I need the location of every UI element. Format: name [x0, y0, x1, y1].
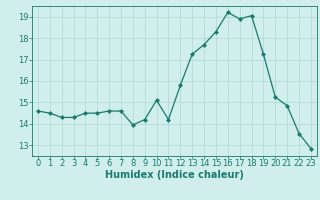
X-axis label: Humidex (Indice chaleur): Humidex (Indice chaleur): [105, 170, 244, 180]
